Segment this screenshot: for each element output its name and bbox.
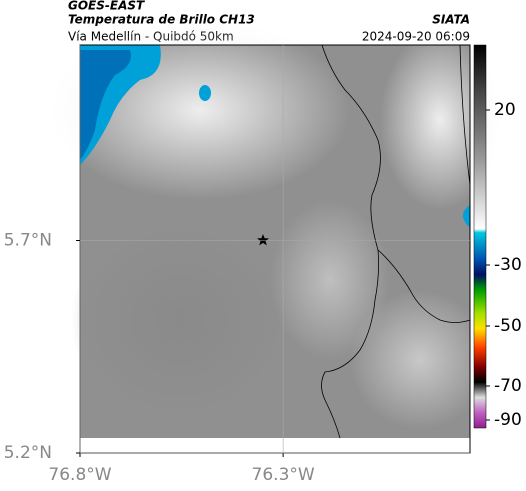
colorbar-tick-label: -30: [494, 255, 522, 275]
x-tick-label: 76.3°W: [252, 465, 315, 485]
x-tick-label: 76.8°W: [48, 465, 111, 485]
satellite-image: [50, 20, 500, 439]
source: SIATA: [432, 13, 470, 27]
colorbar-tick-label: -50: [494, 316, 522, 336]
colorbar-tick-label: -70: [494, 376, 522, 396]
colorbar-tick-label: -90: [494, 410, 522, 430]
satellite: GOES-EAST: [68, 0, 145, 13]
colorbar: [473, 44, 487, 429]
colorbar-tick-label: 20: [494, 100, 516, 120]
y-tick-label: 5.2°N: [4, 443, 52, 463]
y-tick-label: 5.7°N: [4, 231, 52, 251]
